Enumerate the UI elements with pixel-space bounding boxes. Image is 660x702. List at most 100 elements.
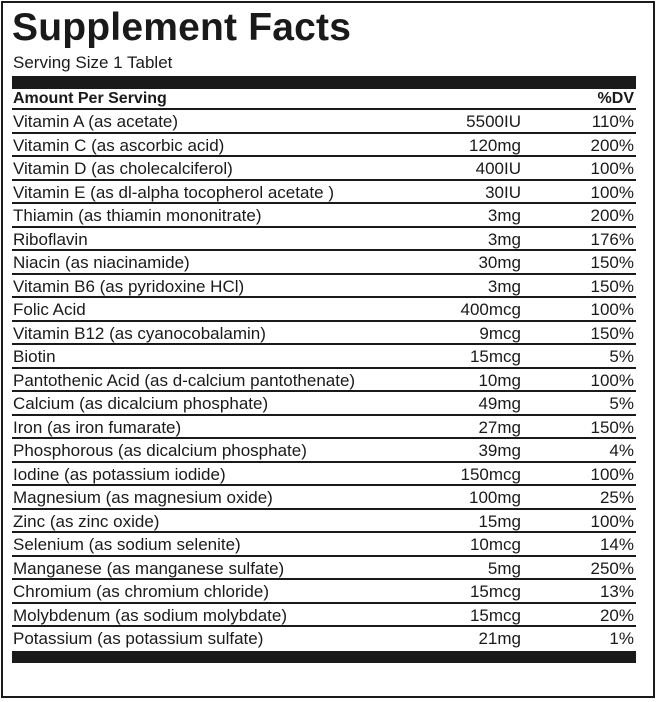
nutrient-amount: 5mg — [487, 558, 521, 578]
nutrient-row: Vitamin E (as dl-alpha tocopherol acetat… — [12, 181, 636, 204]
nutrient-dv: 100% — [590, 511, 634, 531]
nutrient-row: Thiamin (as thiamin mononitrate) 3mg 200% — [12, 204, 636, 228]
nutrient-dv: 5% — [609, 347, 634, 366]
nutrient-amount: 15mcg — [469, 347, 521, 366]
nutrient-row: Vitamin A (as acetate) 5500IU 110% — [12, 110, 636, 134]
nutrient-dv: 100% — [590, 182, 634, 202]
nutrient-dv: 13% — [599, 582, 634, 601]
nutrient-row: Selenium (as sodium selenite) 10mcg 14% — [12, 533, 636, 557]
nutrient-name: Vitamin B6 (as pyridoxine HCl) — [13, 276, 245, 296]
nutrient-dv: 25% — [599, 488, 634, 507]
nutrient-row: Biotin 15mcg 5% — [12, 345, 636, 369]
nutrient-row: Vitamin D (as cholecalciferol) 400IU 100% — [12, 157, 636, 181]
nutrient-row: Iodine (as potassium iodide) 150mcg 100% — [12, 463, 636, 486]
nutrient-row: Riboflavin 3mg 176% — [12, 228, 636, 251]
nutrient-dv: 110% — [591, 112, 634, 131]
nutrient-name: Pantothenic Acid (as d-calcium pantothen… — [13, 370, 356, 390]
nutrient-amount: 3mg — [487, 206, 521, 225]
nutrient-name: Manganese (as manganese sulfate) — [13, 558, 285, 578]
nutrient-name: Calcium (as dicalcium phosphate) — [13, 394, 269, 413]
nutrient-amount: 21mg — [478, 629, 521, 648]
nutrient-dv: 100% — [590, 300, 634, 319]
nutrient-name: Zinc (as zinc oxide) — [13, 511, 160, 531]
nutrient-amount: 30mg — [478, 253, 521, 272]
nutrient-amount: 400IU — [475, 159, 521, 178]
nutrient-row: Vitamin B6 (as pyridoxine HCl) 3mg 150% — [12, 275, 636, 298]
nutrient-amount: 100mg — [469, 488, 521, 507]
nutrient-row: Potassium (as potassium sulfate) 21mg 1% — [12, 627, 636, 651]
nutrient-dv: 150% — [590, 276, 634, 296]
nutrient-dv: 100% — [590, 159, 634, 178]
nutrient-dv: 150% — [590, 323, 634, 343]
nutrient-amount: 15mcg — [469, 605, 521, 625]
nutrient-dv: 100% — [590, 464, 634, 484]
top-divider-bar — [12, 76, 636, 89]
nutrient-amount: 150mcg — [460, 464, 521, 484]
nutrient-amount: 10mcg — [469, 535, 521, 554]
nutrient-name: Phosphorous (as dicalcium phosphate) — [13, 441, 307, 460]
table-header: Amount Per Serving %DV — [12, 89, 636, 110]
nutrient-name: Molybdenum (as sodium molybdate) — [13, 605, 288, 625]
nutrient-row: Vitamin B12 (as cyanocobalamin) 9mcg 150% — [12, 322, 636, 345]
nutrient-amount: 10mg — [478, 370, 521, 390]
nutrient-name: Vitamin D (as cholecalciferol) — [13, 159, 233, 178]
nutrient-row: Calcium (as dicalcium phosphate) 49mg 5% — [12, 392, 636, 416]
nutrient-name: Iron (as iron fumarate) — [13, 417, 182, 437]
nutrient-amount: 27mg — [478, 417, 521, 437]
nutrient-name: Magnesium (as magnesium oxide) — [13, 488, 273, 507]
nutrient-name: Vitamin B12 (as cyanocobalamin) — [13, 323, 266, 343]
serving-size: Serving Size 1 Tablet — [13, 53, 173, 72]
nutrient-dv: 20% — [599, 605, 634, 625]
nutrient-dv: 200% — [590, 135, 634, 155]
nutrient-row: Zinc (as zinc oxide) 15mg 100% — [12, 510, 636, 533]
nutrient-name: Vitamin C (as ascorbic acid) — [13, 135, 225, 155]
nutrient-row: Iron (as iron fumarate) 27mg 150% — [12, 416, 636, 439]
nutrient-amount: 15mcg — [469, 582, 521, 601]
nutrient-name: Biotin — [13, 347, 56, 366]
nutrient-name: Potassium (as potassium sulfate) — [13, 629, 264, 648]
nutrient-table: Vitamin A (as acetate) 5500IU 110% Vitamin … — [12, 110, 636, 651]
nutrient-amount: 39mg — [478, 441, 521, 460]
nutrient-row: Phosphorous (as dicalcium phosphate) 39mg… — [12, 439, 636, 463]
nutrient-dv: 100% — [590, 370, 634, 390]
nutrient-amount: 120mg — [469, 135, 521, 155]
nutrient-dv: 1% — [609, 629, 634, 648]
nutrient-amount: 5500IU — [466, 112, 521, 131]
amount-per-serving-heading: Amount Per Serving — [13, 90, 167, 107]
nutrient-name: Selenium (as sodium selenite) — [13, 535, 241, 554]
nutrient-name: Vitamin E (as dl-alpha tocopherol acetat… — [13, 182, 334, 202]
nutrient-row: Manganese (as manganese sulfate) 5mg 250% — [12, 557, 636, 580]
nutrient-row: Niacin (as niacinamide) 30mg 150% — [12, 251, 636, 275]
nutrient-name: Thiamin (as thiamin mononitrate) — [13, 206, 262, 225]
nutrient-row: Molybdenum (as sodium molybdate) 15mcg 20% — [12, 604, 636, 627]
nutrient-dv: 4% — [609, 441, 634, 460]
nutrient-row: Pantothenic Acid (as d-calcium pantothen… — [12, 369, 636, 392]
nutrient-dv: 250% — [590, 558, 634, 578]
nutrient-row: Vitamin C (as ascorbic acid) 120mg 200% — [12, 134, 636, 157]
nutrient-amount: 3mg — [487, 276, 521, 296]
nutrient-dv: 150% — [590, 253, 634, 272]
nutrient-dv: 176% — [590, 229, 634, 249]
nutrient-dv: 5% — [609, 394, 634, 413]
nutrient-name: Chromium (as chromium chloride) — [13, 582, 270, 601]
nutrient-name: Riboflavin — [13, 229, 88, 249]
nutrient-amount: 30IU — [485, 182, 521, 202]
nutrient-amount: 49mg — [478, 394, 521, 413]
nutrient-row: Folic Acid 400mcg 100% — [12, 298, 636, 322]
dv-heading: %DV — [597, 90, 634, 107]
nutrient-amount: 15mg — [478, 511, 521, 531]
nutrient-row: Magnesium (as magnesium oxide) 100mg 25% — [12, 486, 636, 510]
nutrient-name: Iodine (as potassium iodide) — [13, 464, 226, 484]
nutrient-dv: 150% — [590, 417, 634, 437]
bottom-divider-bar — [12, 651, 636, 663]
nutrient-name: Vitamin A (as acetate) — [13, 112, 179, 131]
nutrient-amount: 400mcg — [460, 300, 521, 319]
nutrient-name: Folic Acid — [13, 300, 86, 319]
nutrient-dv: 200% — [590, 206, 634, 225]
label-title: Supplement Facts — [12, 6, 352, 49]
nutrient-amount: 3mg — [487, 229, 521, 249]
nutrient-amount: 9mcg — [479, 323, 521, 343]
nutrient-name: Niacin (as niacinamide) — [13, 253, 190, 272]
nutrient-dv: 14% — [599, 535, 634, 554]
